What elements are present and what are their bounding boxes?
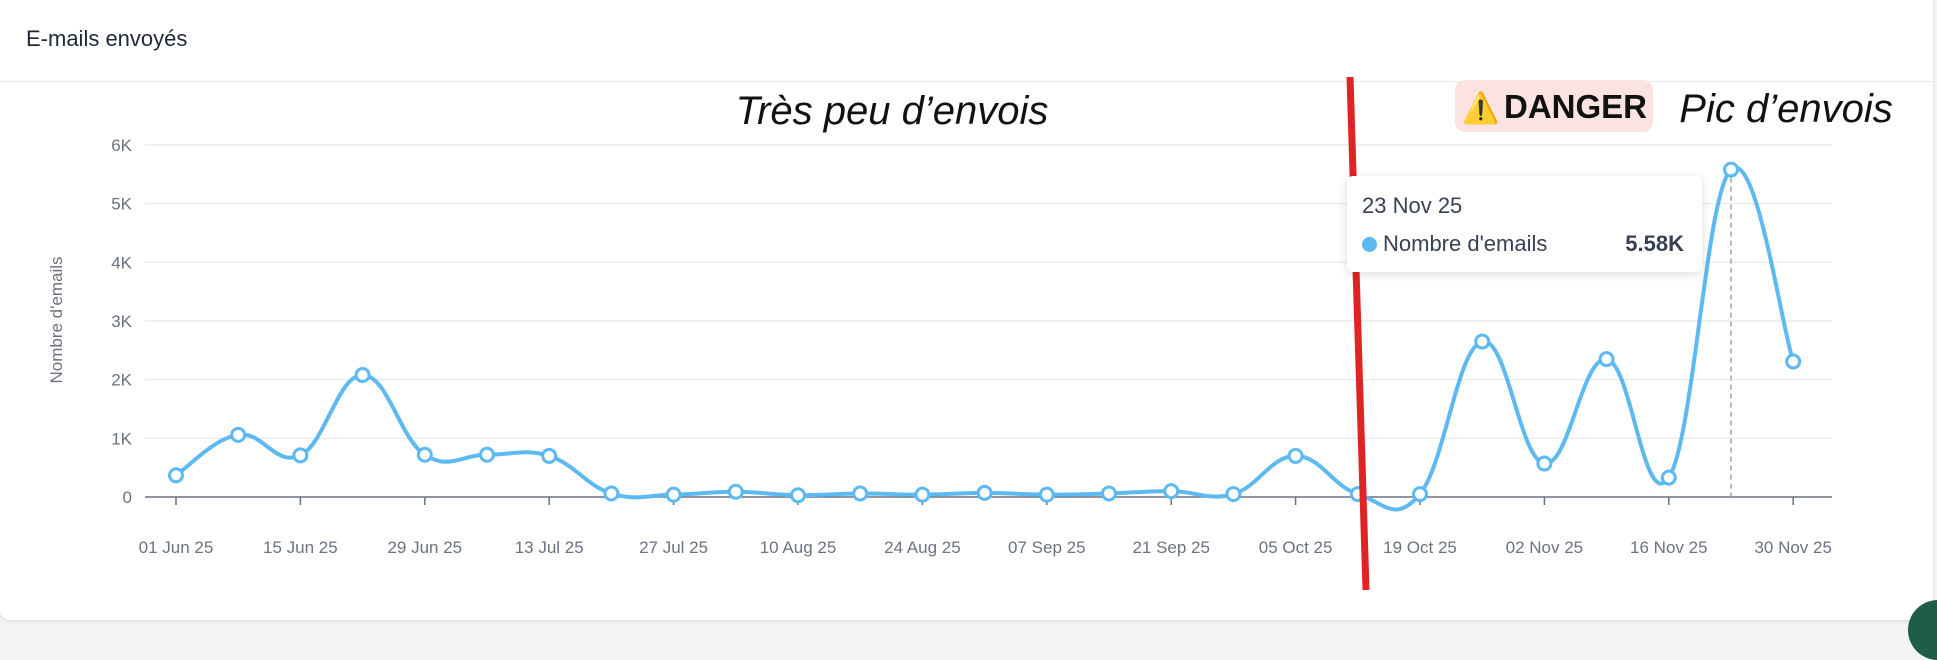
axes: 0 1K 2K 3K 4K 5K 6K 01 Jun 25 15 Jun 25 29 Jun 25… bbox=[111, 136, 1832, 557]
data-points bbox=[168, 161, 1802, 504]
data-point[interactable] bbox=[168, 467, 184, 484]
danger-label: DANGER bbox=[1504, 88, 1647, 125]
annotation-peak: Pic d’envois bbox=[1679, 87, 1892, 131]
data-point[interactable] bbox=[292, 447, 309, 464]
x-tick-label: 21 Sep 25 bbox=[1132, 538, 1210, 557]
data-point[interactable] bbox=[1101, 485, 1117, 502]
y-tick-label: 0 bbox=[123, 488, 132, 507]
data-point[interactable] bbox=[1163, 483, 1180, 500]
tooltip-series-name: Nombre d'emails bbox=[1383, 231, 1548, 256]
annotation-divider-line bbox=[1346, 76, 1370, 591]
data-point[interactable] bbox=[665, 486, 682, 503]
data-point[interactable] bbox=[852, 485, 869, 502]
x-tick-label: 30 Nov 25 bbox=[1754, 538, 1832, 557]
series-color-dot bbox=[1362, 237, 1377, 252]
data-point[interactable] bbox=[1660, 469, 1677, 486]
tooltip-date: 23 Nov 25 bbox=[1362, 193, 1463, 218]
y-tick-label: 2K bbox=[111, 371, 132, 390]
warning-icon: ⚠️ bbox=[1462, 90, 1499, 125]
card-title: E-mails envoyés bbox=[26, 26, 188, 51]
x-tick-label: 16 Nov 25 bbox=[1630, 538, 1708, 557]
x-tick-label: 02 Nov 25 bbox=[1506, 538, 1584, 557]
data-point[interactable] bbox=[1785, 353, 1802, 370]
danger-badge: ⚠️ DANGER bbox=[1455, 80, 1653, 132]
y-tick-label: 4K bbox=[111, 253, 132, 272]
y-tick-label: 6K bbox=[111, 136, 132, 155]
data-point[interactable] bbox=[416, 446, 433, 463]
line-chart: 0 1K 2K 3K 4K 5K 6K 01 Jun 25 15 Jun 25 29 Jun 25… bbox=[47, 76, 1893, 591]
data-point[interactable] bbox=[1287, 447, 1304, 464]
data-point[interactable] bbox=[1474, 333, 1491, 350]
x-tick-label: 27 Jul 25 bbox=[639, 538, 708, 557]
x-tick-label: 24 Aug 25 bbox=[884, 538, 961, 557]
tooltip-value: 5.58K bbox=[1625, 231, 1684, 256]
y-tick-label: 1K bbox=[111, 429, 132, 448]
y-axis-title: Nombre d'emails bbox=[47, 256, 66, 383]
x-tick-label: 05 Oct 25 bbox=[1259, 538, 1333, 557]
data-point[interactable] bbox=[790, 487, 806, 504]
x-tick-label: 29 Jun 25 bbox=[387, 538, 462, 557]
data-point[interactable] bbox=[541, 447, 558, 464]
data-point[interactable] bbox=[230, 426, 247, 443]
x-tick-label: 13 Jul 25 bbox=[515, 538, 584, 557]
x-tick-label: 15 Jun 25 bbox=[263, 538, 338, 557]
data-point[interactable] bbox=[1598, 351, 1615, 368]
x-tick-label: 19 Oct 25 bbox=[1383, 538, 1457, 557]
chart-tooltip: 23 Nov 25 Nombre d'emails 5.58K bbox=[1347, 176, 1702, 272]
card-header: E-mails envoyés bbox=[0, 0, 1933, 82]
data-point[interactable] bbox=[1225, 486, 1242, 503]
data-point[interactable] bbox=[1723, 161, 1739, 178]
data-point[interactable] bbox=[603, 485, 620, 502]
data-point[interactable] bbox=[1038, 486, 1055, 503]
x-tick-label: 01 Jun 25 bbox=[139, 538, 214, 557]
data-point[interactable] bbox=[914, 486, 931, 503]
data-point[interactable] bbox=[1536, 455, 1553, 472]
x-tick-label: 10 Aug 25 bbox=[760, 538, 837, 557]
data-point[interactable] bbox=[354, 366, 371, 383]
y-tick-label: 3K bbox=[111, 312, 132, 331]
data-point[interactable] bbox=[727, 483, 744, 500]
data-point[interactable] bbox=[479, 446, 495, 463]
x-tick-label: 07 Sep 25 bbox=[1008, 538, 1086, 557]
annotation-low-volume: Très peu d’envois bbox=[736, 89, 1049, 133]
data-point[interactable] bbox=[1412, 486, 1428, 503]
y-tick-label: 5K bbox=[111, 195, 132, 214]
data-point[interactable] bbox=[976, 484, 993, 501]
